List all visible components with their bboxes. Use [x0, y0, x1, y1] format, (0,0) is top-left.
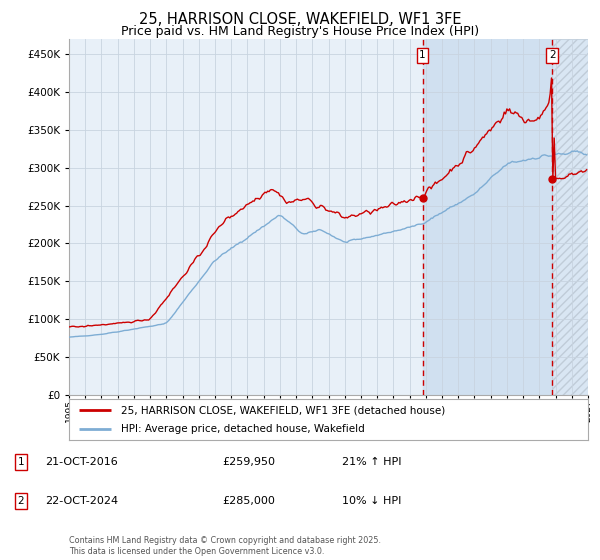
Text: Contains HM Land Registry data © Crown copyright and database right 2025.
This d: Contains HM Land Registry data © Crown c…	[69, 536, 381, 556]
Text: 2: 2	[17, 496, 25, 506]
Text: 2: 2	[549, 50, 556, 60]
Text: 10% ↓ HPI: 10% ↓ HPI	[342, 496, 401, 506]
Text: £285,000: £285,000	[222, 496, 275, 506]
Bar	[553, 39, 588, 395]
Text: 25, HARRISON CLOSE, WAKEFIELD, WF1 3FE: 25, HARRISON CLOSE, WAKEFIELD, WF1 3FE	[139, 12, 461, 27]
Text: 1: 1	[17, 457, 25, 467]
Text: £259,950: £259,950	[222, 457, 275, 467]
Text: 1: 1	[419, 50, 426, 60]
Bar	[422, 39, 553, 395]
Text: 25, HARRISON CLOSE, WAKEFIELD, WF1 3FE (detached house): 25, HARRISON CLOSE, WAKEFIELD, WF1 3FE (…	[121, 405, 445, 415]
Text: 21-OCT-2016: 21-OCT-2016	[45, 457, 118, 467]
Text: HPI: Average price, detached house, Wakefield: HPI: Average price, detached house, Wake…	[121, 424, 365, 433]
Text: 22-OCT-2024: 22-OCT-2024	[45, 496, 118, 506]
Text: Price paid vs. HM Land Registry's House Price Index (HPI): Price paid vs. HM Land Registry's House …	[121, 25, 479, 38]
Text: 21% ↑ HPI: 21% ↑ HPI	[342, 457, 401, 467]
